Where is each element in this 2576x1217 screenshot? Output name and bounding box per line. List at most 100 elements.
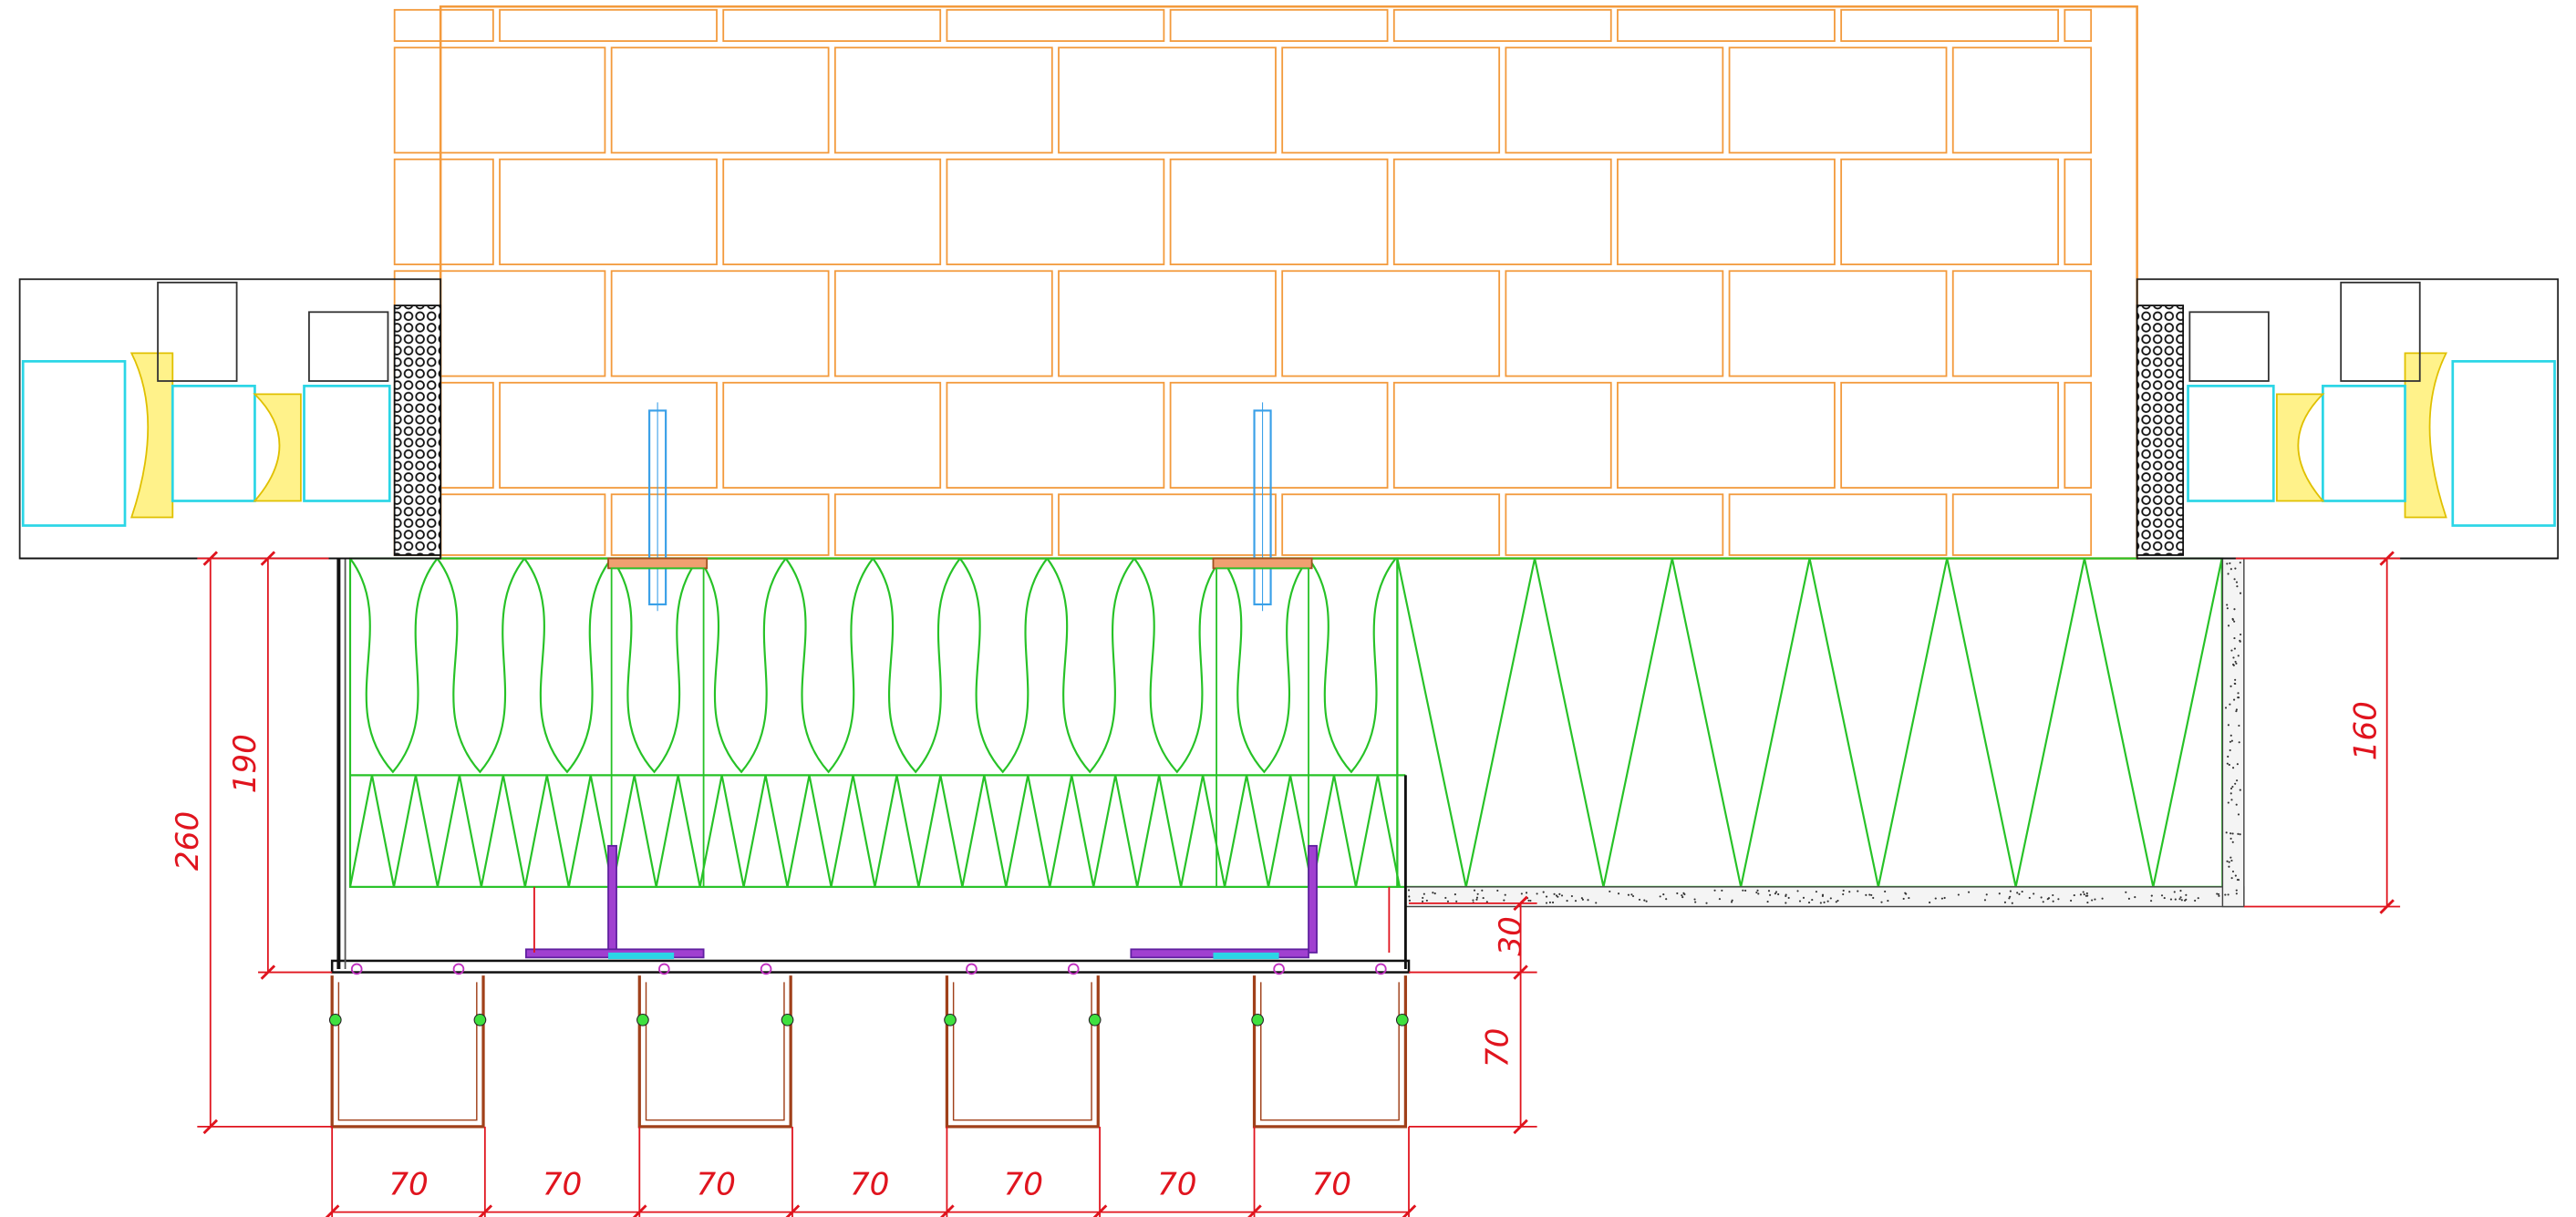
speckle [1520, 892, 1523, 895]
speckle [1802, 896, 1805, 899]
speckle [2227, 624, 2230, 627]
speckle [1681, 894, 1683, 897]
speckle [2234, 874, 2237, 877]
speckle [2230, 799, 2233, 801]
speckle [1798, 900, 1802, 902]
speckle [2008, 897, 2011, 900]
speckle [2236, 585, 2239, 588]
speckle [1446, 900, 1450, 902]
tick [478, 1204, 493, 1217]
speckle [2231, 841, 2234, 843]
speckle [1731, 899, 1733, 902]
speckle [2231, 785, 2234, 789]
speckle [1548, 901, 1551, 904]
tick [1513, 964, 1528, 980]
speckle [1777, 892, 1780, 896]
speckle [1957, 893, 1960, 896]
brick [1728, 270, 1948, 377]
speckle [2003, 901, 2007, 903]
speckle [2226, 860, 2229, 862]
speckle [2070, 899, 2073, 902]
speckle [1796, 890, 1799, 892]
brick [1058, 493, 1277, 556]
speckle [1504, 893, 1506, 896]
speckle [2234, 567, 2237, 570]
speckle [2227, 801, 2229, 804]
tick [2379, 551, 2395, 566]
brick [1169, 381, 1389, 489]
speckle [2237, 832, 2240, 835]
speckle [1454, 893, 1456, 896]
speckle [2083, 893, 2085, 896]
speckle [2225, 831, 2228, 834]
c-profiles [328, 963, 1409, 1129]
c-profile [1252, 975, 1408, 1129]
speckle [2236, 779, 2239, 782]
brick [610, 46, 830, 154]
brick [1169, 8, 1389, 42]
speckle [1587, 899, 1589, 902]
speckle [1472, 899, 1474, 902]
speckle [1645, 900, 1648, 902]
speckle [2234, 782, 2237, 785]
speckle [1785, 894, 1787, 898]
dim-label: 70 [1157, 1166, 1197, 1202]
anchors [524, 402, 1318, 960]
speckle [2173, 891, 2176, 893]
speckle [1815, 891, 1818, 893]
brick [1281, 46, 1501, 154]
speckle [2230, 877, 2233, 880]
thermal-break [171, 385, 256, 502]
seal-foam [393, 304, 442, 556]
speckle [2231, 618, 2235, 621]
speckle [1475, 898, 1478, 901]
brick [1951, 46, 2093, 154]
speckle [1662, 893, 1665, 896]
speckle [2150, 894, 2153, 897]
brick [393, 158, 494, 265]
speckle [1934, 897, 1937, 900]
bracket [610, 567, 705, 888]
brick [1505, 493, 1724, 556]
dimension-lines [197, 551, 2401, 1217]
speckle [1525, 892, 1528, 894]
speckle [2227, 724, 2230, 727]
speckle [2179, 890, 2182, 892]
speckle [1769, 893, 1772, 896]
screw [781, 1013, 794, 1026]
speckle [1683, 892, 1686, 896]
speckle [1767, 890, 1771, 892]
speckle [1756, 889, 1759, 892]
speckle [1422, 892, 1425, 895]
window-left [18, 278, 442, 560]
speckle [2185, 893, 2188, 896]
speckle [2235, 581, 2239, 583]
speckle [1566, 900, 1568, 902]
brick [946, 381, 1165, 489]
speckle [1967, 891, 1971, 893]
c-profile [945, 975, 1100, 1129]
brick [1840, 381, 2060, 489]
speckle [2233, 608, 2236, 611]
speckle [1425, 899, 1428, 902]
speckle [1503, 899, 1505, 902]
tick [2379, 899, 2395, 914]
screw [1251, 1013, 1264, 1026]
speckle [1595, 902, 1598, 904]
speckle [1455, 900, 1458, 902]
speckle [2237, 879, 2240, 882]
speckle [2239, 833, 2241, 836]
speckle [1819, 902, 1822, 904]
speckle [1627, 893, 1630, 896]
speckle [1580, 897, 1583, 900]
profile-chamber [157, 281, 238, 382]
speckle [2082, 891, 2085, 893]
tick [1247, 1204, 1262, 1217]
brick [1058, 46, 1277, 154]
insulation [348, 557, 2224, 888]
speckle [2233, 682, 2236, 685]
speckle [1638, 898, 1641, 901]
speckle [2235, 710, 2238, 713]
speckle [2224, 706, 2228, 709]
